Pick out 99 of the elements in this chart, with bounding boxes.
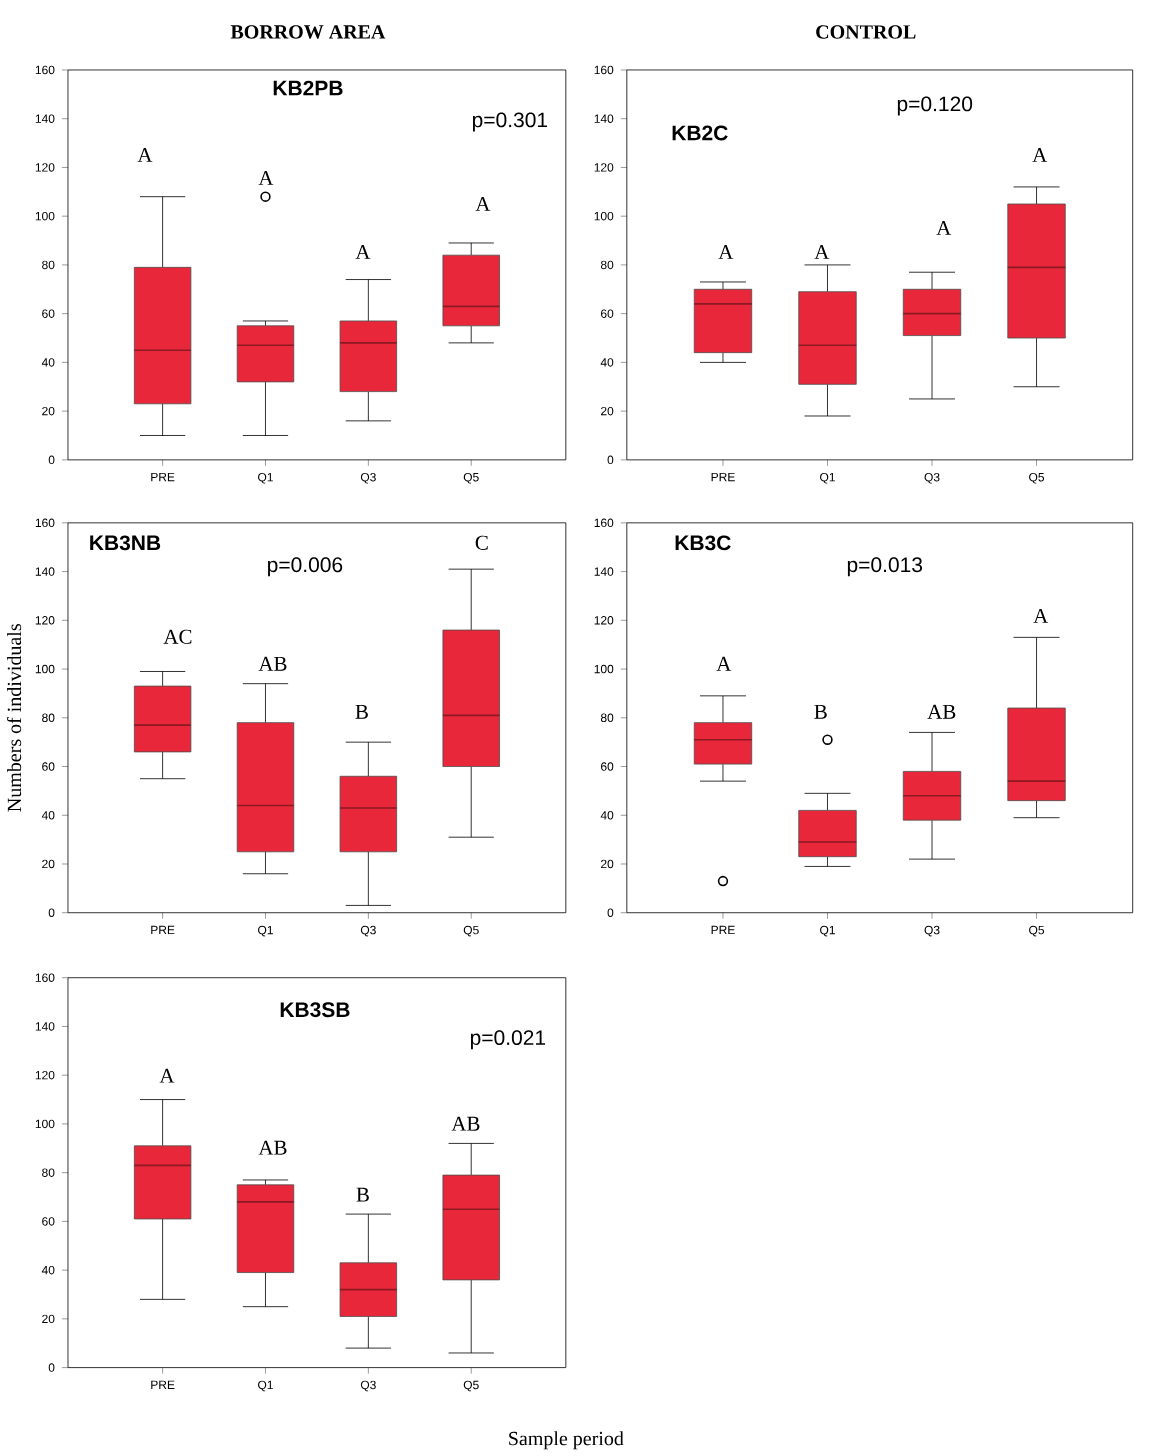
y-tick-label: 40 xyxy=(42,358,55,367)
annotation: A xyxy=(1033,608,1049,623)
x-tick-label: Q1 xyxy=(258,472,274,484)
y-tick-label: 80 xyxy=(601,260,614,270)
y-tick-label: 120 xyxy=(594,163,614,172)
y-tick-label: 100 xyxy=(35,211,55,221)
annotation: p=0.021 xyxy=(471,1030,546,1050)
y-tick-label: 40 xyxy=(600,358,614,367)
annotation: A xyxy=(475,197,491,211)
chart-title: KB3NB xyxy=(90,535,161,551)
y-tick-label: 100 xyxy=(594,664,614,674)
annotation: A xyxy=(137,148,153,162)
y-tick-label: 20 xyxy=(42,406,55,416)
text: BORROW AREA xyxy=(230,25,386,39)
annotation: AC xyxy=(163,629,192,644)
annotation: AB xyxy=(258,1140,287,1155)
x-tick-label: Q1 xyxy=(258,1380,274,1392)
annotation: p=0.006 xyxy=(268,557,343,577)
annotation: B xyxy=(356,1187,370,1202)
y-tick-label: 40 xyxy=(600,811,614,820)
x-tick-label: PRE xyxy=(151,472,175,482)
annotation: A xyxy=(936,220,952,235)
annotation: A xyxy=(716,656,732,671)
text: KB3SB xyxy=(280,1002,350,1018)
annotation: p=0.013 xyxy=(848,557,923,577)
y-tick-label: 160 xyxy=(594,518,614,528)
annotation: A xyxy=(718,244,734,259)
y-tick-label: 140 xyxy=(35,567,55,576)
chart-title: KB2PB xyxy=(273,80,343,96)
y-tick-label: 0 xyxy=(607,455,614,465)
y-tick-label: 160 xyxy=(594,65,614,75)
y-tick-label: 120 xyxy=(35,1070,55,1080)
x-tick-label: PRE xyxy=(151,925,175,935)
annotation: p=0.301 xyxy=(473,112,548,132)
y-tick-label: 80 xyxy=(42,260,55,270)
y-axis-title: Numbers of individuals xyxy=(7,624,22,812)
x-tick-label: PRE xyxy=(711,472,735,482)
y-tick-label: 80 xyxy=(42,1168,55,1177)
y-tick-label: 0 xyxy=(48,455,55,465)
x-tick-label: Q3 xyxy=(924,925,940,937)
y-tick-label: 0 xyxy=(607,908,614,917)
x-tick-label: PRE xyxy=(711,925,735,935)
annotation: AB xyxy=(927,704,956,719)
y-tick-label: 160 xyxy=(35,518,55,528)
x-axis-title: Sample period xyxy=(509,1431,624,1450)
y-tick-label: 40 xyxy=(42,811,55,820)
x-tick-label: Q3 xyxy=(361,1380,376,1392)
x-tick-label: Q1 xyxy=(258,925,274,937)
y-tick-label: 80 xyxy=(601,713,614,723)
y-tick-label: 60 xyxy=(42,762,55,771)
y-tick-label: 140 xyxy=(594,567,614,576)
y-tick-label: 60 xyxy=(601,762,614,771)
annotation: A xyxy=(1032,148,1048,162)
text: KB2C xyxy=(672,125,728,141)
y-tick-label: 20 xyxy=(601,406,614,416)
annotation: C xyxy=(475,535,488,550)
y-tick-label: 40 xyxy=(42,1265,55,1275)
annotation: AB xyxy=(451,1116,480,1131)
y-tick-label: 20 xyxy=(42,859,55,869)
y-tick-label: 0 xyxy=(48,908,55,917)
x-tick-label: PRE xyxy=(151,1380,175,1389)
x-tick-label: Q1 xyxy=(820,472,836,484)
annotation: AB xyxy=(258,656,287,671)
x-tick-label: Q1 xyxy=(820,925,836,937)
y-tick-label: 100 xyxy=(35,1119,55,1129)
annotation: B xyxy=(355,704,369,719)
x-tick-label: Q3 xyxy=(361,472,376,484)
y-tick-label: 140 xyxy=(35,114,55,123)
y-tick-label: 160 xyxy=(35,65,55,75)
x-tick-label: Q3 xyxy=(924,472,940,484)
x-tick-label: Q5 xyxy=(1029,472,1045,484)
y-tick-label: 100 xyxy=(594,211,614,221)
annotation: A xyxy=(355,244,371,259)
chart-title: KB3C xyxy=(675,535,731,551)
y-tick-label: 80 xyxy=(42,713,55,723)
y-tick-label: 20 xyxy=(601,859,614,869)
x-tick-label: Q3 xyxy=(361,925,376,937)
y-tick-label: 0 xyxy=(48,1363,55,1372)
y-tick-label: 120 xyxy=(35,163,55,172)
y-tick-label: 100 xyxy=(35,664,55,674)
x-tick-label: Q5 xyxy=(463,1380,479,1392)
x-tick-label: Q5 xyxy=(463,472,479,484)
y-tick-label: 160 xyxy=(35,973,55,982)
annotation: A xyxy=(159,1068,175,1083)
annotation: A xyxy=(814,244,830,259)
y-tick-label: 60 xyxy=(42,1217,55,1226)
y-tick-label: 120 xyxy=(35,616,55,625)
text: CONTROL xyxy=(816,25,916,39)
y-tick-label: 120 xyxy=(594,616,614,625)
annotation: B xyxy=(814,704,827,719)
y-tick-label: 140 xyxy=(35,1022,55,1031)
annotation: p=0.120 xyxy=(898,96,973,116)
x-tick-label: Q5 xyxy=(1029,925,1045,937)
annotation: A xyxy=(258,171,274,185)
y-tick-label: 60 xyxy=(42,309,55,318)
y-tick-label: 60 xyxy=(601,309,614,318)
y-tick-label: 140 xyxy=(594,114,614,123)
x-tick-label: Q5 xyxy=(463,925,479,937)
y-tick-label: 20 xyxy=(42,1314,55,1324)
